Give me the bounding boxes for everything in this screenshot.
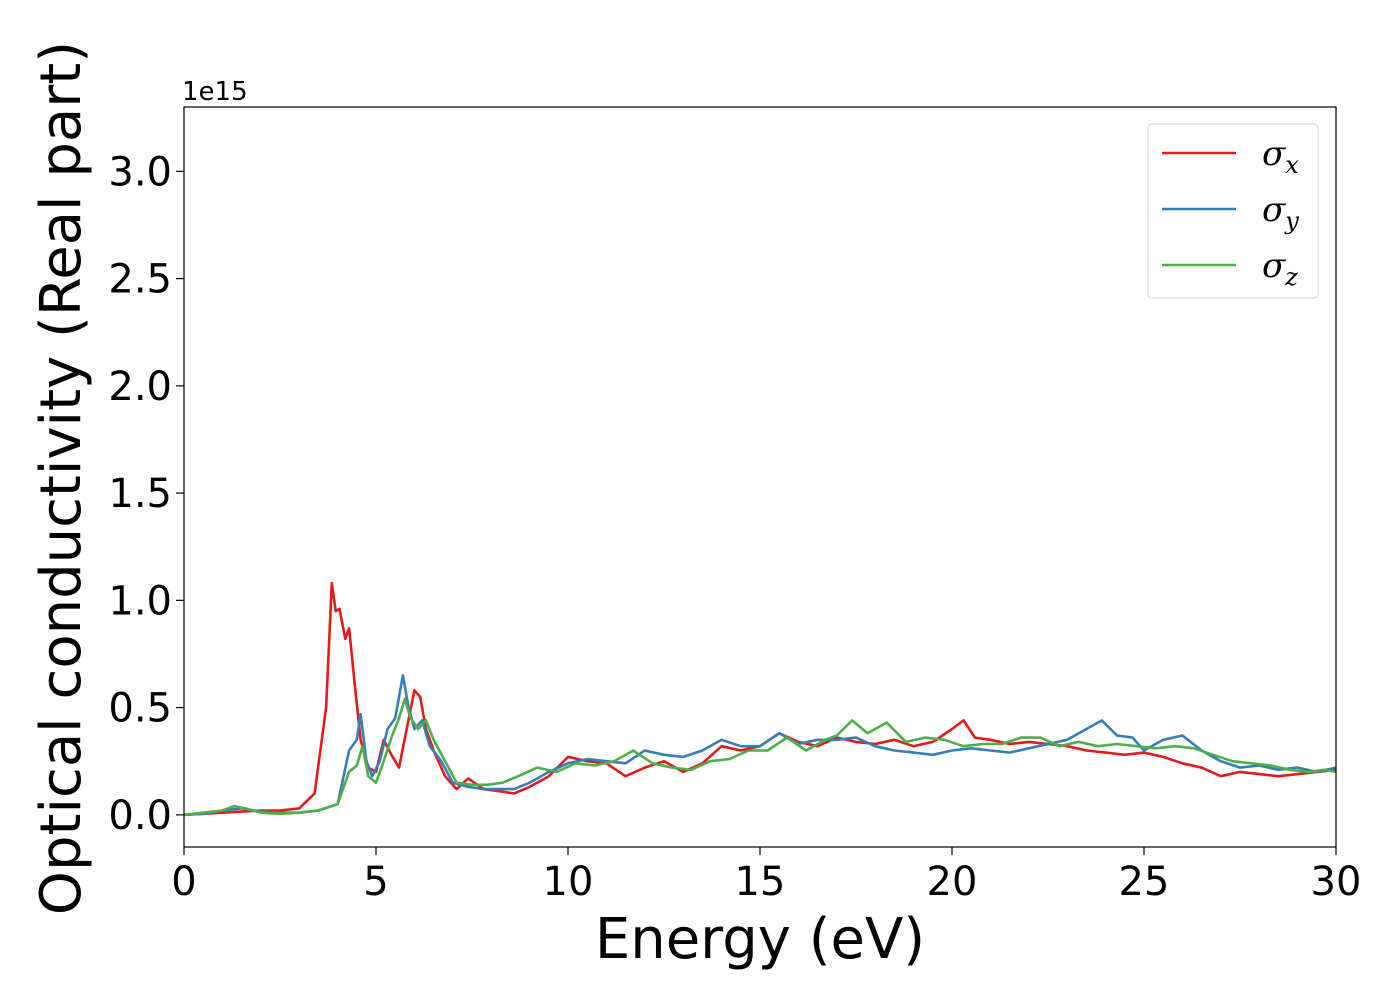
y-tick-label: 0.5 [108, 686, 172, 732]
y-axis-ticks: 0.0 0.5 1.0 1.5 2.0 2.5 3.0 [108, 149, 184, 839]
series-line-y [184, 674, 1336, 817]
x-tick-label: 25 [1119, 859, 1170, 905]
x-tick-label: 10 [543, 859, 594, 905]
series-layer [184, 581, 1336, 817]
y-tick-label: 3.0 [108, 149, 172, 195]
plot-background [184, 107, 1336, 847]
y-tick-label: 2.0 [108, 364, 172, 410]
y-tick-label: 2.5 [108, 257, 172, 303]
x-axis-label: Energy (eV) [595, 907, 925, 972]
series-line-z [184, 697, 1336, 817]
x-tick-label: 0 [171, 859, 196, 905]
x-tick-label: 5 [363, 859, 388, 905]
y-tick-label: 1.0 [108, 578, 172, 624]
y-tick-label: 0.0 [108, 793, 172, 839]
x-tick-label: 30 [1311, 859, 1362, 905]
series-line-x [184, 581, 1336, 817]
x-tick-label: 15 [735, 859, 786, 905]
x-axis-ticks: 0 5 10 15 20 25 30 [171, 847, 1361, 905]
x-tick-label: 20 [927, 859, 978, 905]
legend-box [1147, 123, 1319, 299]
y-axis-label: Optical conductivity (Real part) [29, 41, 94, 915]
y-tick-label: 1.5 [108, 471, 172, 517]
y-offset-label: 1e15 [182, 77, 248, 107]
